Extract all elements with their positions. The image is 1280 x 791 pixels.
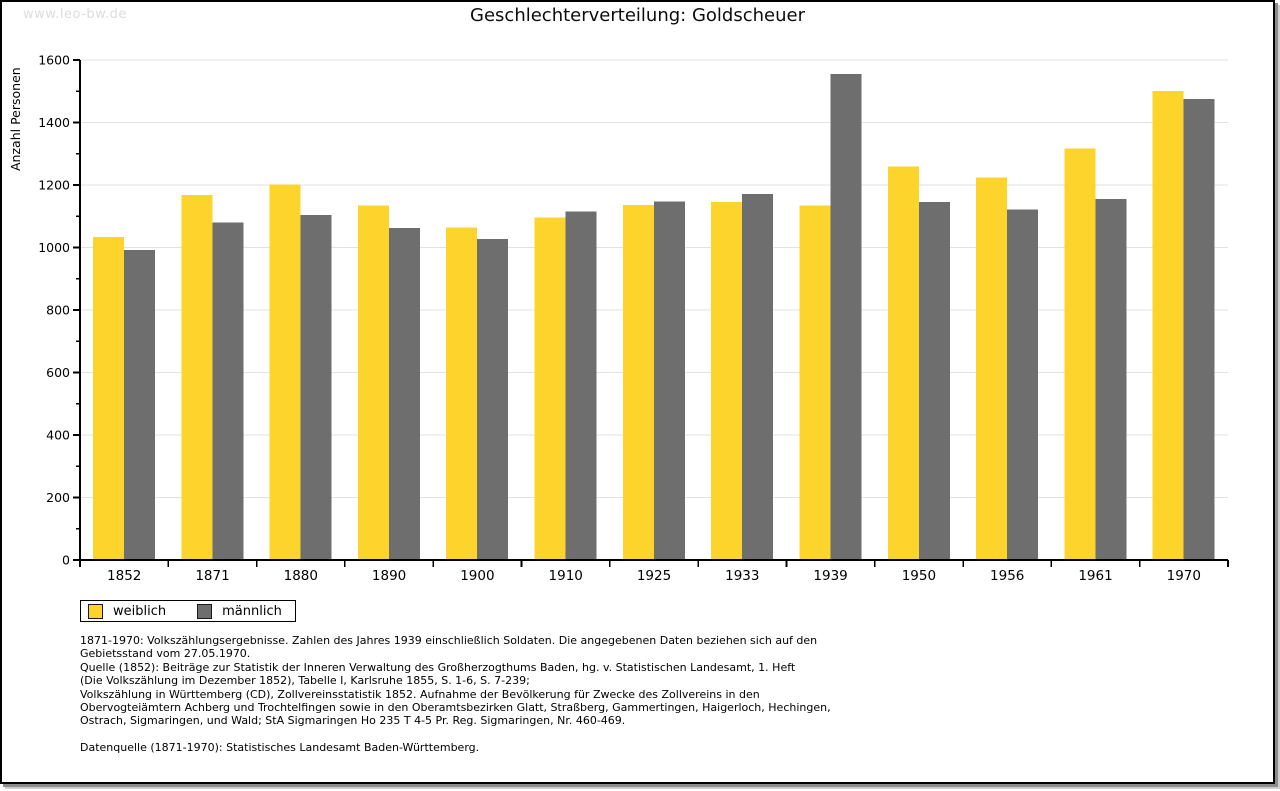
bar-männlich-1890 xyxy=(388,228,420,560)
bar-weiblich-1900 xyxy=(446,227,478,560)
x-tick-label: 1961 xyxy=(1078,568,1112,584)
x-tick-label: 1939 xyxy=(813,568,847,584)
footnote-line: Ostrach, Sigmaringen, und Wald; StA Sigm… xyxy=(80,714,626,728)
legend-item-maennlich: männlich xyxy=(197,603,282,619)
chart-svg: 0 200 400 600 800 1000 1200 1400 1600 1852 1871 188… xyxy=(38,53,1229,584)
footnote-line: Gebietsstand vom 27.05.1970. xyxy=(80,647,251,661)
legend-label-maennlich: männlich xyxy=(222,603,282,619)
chart-title: Geschlechterverteilung: Goldscheuer xyxy=(470,5,805,26)
bar-weiblich-1910 xyxy=(534,217,566,560)
y-tick-label: 800 xyxy=(46,303,70,318)
bar-männlich-1925 xyxy=(653,201,685,561)
bar-männlich-1871 xyxy=(212,222,244,560)
legend-item-weiblich: weiblich xyxy=(88,603,167,619)
bar-weiblich-1890 xyxy=(357,205,389,560)
bar-weiblich-1956 xyxy=(976,177,1008,560)
footnotes: 1871-1970: Volkszählungsergebnisse. Zahl… xyxy=(80,634,831,754)
bar-weiblich-1939 xyxy=(799,205,831,561)
x-tick-label: 1933 xyxy=(725,568,759,584)
y-tick-label: 200 xyxy=(46,490,70,505)
bar-männlich-1939 xyxy=(830,73,862,561)
bar-männlich-1880 xyxy=(300,215,332,560)
bar-weiblich-1970 xyxy=(1152,90,1184,561)
legend-label-weiblich: weiblich xyxy=(113,603,167,619)
x-tick-label: 1925 xyxy=(637,568,671,584)
bar-männlich-1852 xyxy=(124,250,155,560)
footnote-line: 1871-1970: Volkszählungsergebnisse. Zahl… xyxy=(80,634,818,647)
y-tick-label: 400 xyxy=(46,428,70,443)
footnote-line: Quelle (1852): Beiträge zur Statistik de… xyxy=(80,660,796,674)
x-tick-label: 1890 xyxy=(372,568,406,584)
legend: weiblich männlich xyxy=(80,600,296,622)
bar-männlich-1950 xyxy=(918,201,950,560)
bar-weiblich-1933 xyxy=(711,202,743,560)
bar-männlich-1970 xyxy=(1183,99,1215,560)
x-tick-label: 1900 xyxy=(460,568,494,584)
footnote-line: (Die Volkszählung im Dezember 1852), Tab… xyxy=(80,674,530,688)
x-tick-label: 1852 xyxy=(107,568,141,584)
bar-männlich-1910 xyxy=(565,211,597,561)
y-tick-label: 600 xyxy=(46,365,70,380)
bar-weiblich-1925 xyxy=(622,205,654,560)
legend-swatch-maennlich xyxy=(197,603,213,619)
x-tick-label: 1871 xyxy=(195,568,229,584)
legend-swatch-weiblich xyxy=(88,603,103,619)
x-tick-label: 1880 xyxy=(284,568,318,584)
bar-weiblich-1871 xyxy=(181,195,213,560)
y-tick-label: 1000 xyxy=(38,240,70,255)
bar-weiblich-1852 xyxy=(93,237,124,560)
x-tick-label: 1950 xyxy=(902,568,936,584)
x-tick-label: 1910 xyxy=(549,568,583,584)
y-tick-label: 1400 xyxy=(38,115,70,130)
x-tick-label: 1956 xyxy=(990,568,1024,584)
y-tick-label: 1600 xyxy=(38,53,70,68)
bar-weiblich-1880 xyxy=(269,184,301,560)
bar-männlich-1900 xyxy=(477,239,509,560)
footnote-datasource: Datenquelle (1871-1970): Statistisches L… xyxy=(80,740,480,754)
y-tick-label: 0 xyxy=(62,553,70,568)
bar-männlich-1956 xyxy=(1007,209,1039,560)
x-tick-label: 1970 xyxy=(1167,568,1201,584)
footnote-line: Volkszählung in Württemberg (CD), Zollve… xyxy=(80,687,760,701)
footnote-spacer xyxy=(80,728,831,741)
bar-weiblich-1950 xyxy=(887,166,919,560)
footnote-line: Obervogteiämtern Achberg und Trochtelfin… xyxy=(80,701,831,715)
bar-weiblich-1961 xyxy=(1064,148,1096,560)
watermark: www.leo-bw.de xyxy=(23,7,127,22)
y-tick-label: 1200 xyxy=(38,178,70,193)
bar-männlich-1961 xyxy=(1095,199,1127,560)
bar-männlich-1933 xyxy=(742,194,774,560)
